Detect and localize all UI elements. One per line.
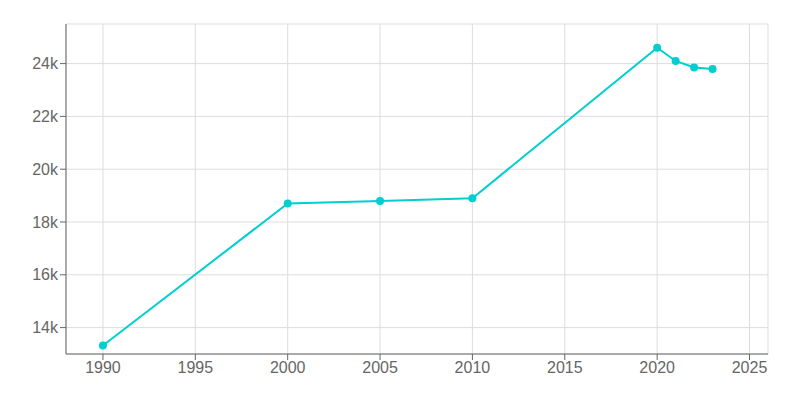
- svg-text:2015: 2015: [547, 359, 583, 376]
- svg-text:2010: 2010: [455, 359, 491, 376]
- svg-text:2020: 2020: [639, 359, 675, 376]
- svg-text:14k: 14k: [32, 319, 59, 336]
- svg-text:1995: 1995: [178, 359, 214, 376]
- svg-text:18k: 18k: [32, 214, 59, 231]
- svg-text:16k: 16k: [32, 266, 59, 283]
- svg-text:2000: 2000: [270, 359, 306, 376]
- svg-text:20k: 20k: [32, 161, 59, 178]
- svg-text:2005: 2005: [362, 359, 398, 376]
- svg-text:1990: 1990: [85, 359, 121, 376]
- svg-text:24k: 24k: [32, 55, 59, 72]
- svg-text:2025: 2025: [732, 359, 768, 376]
- svg-text:22k: 22k: [32, 108, 59, 125]
